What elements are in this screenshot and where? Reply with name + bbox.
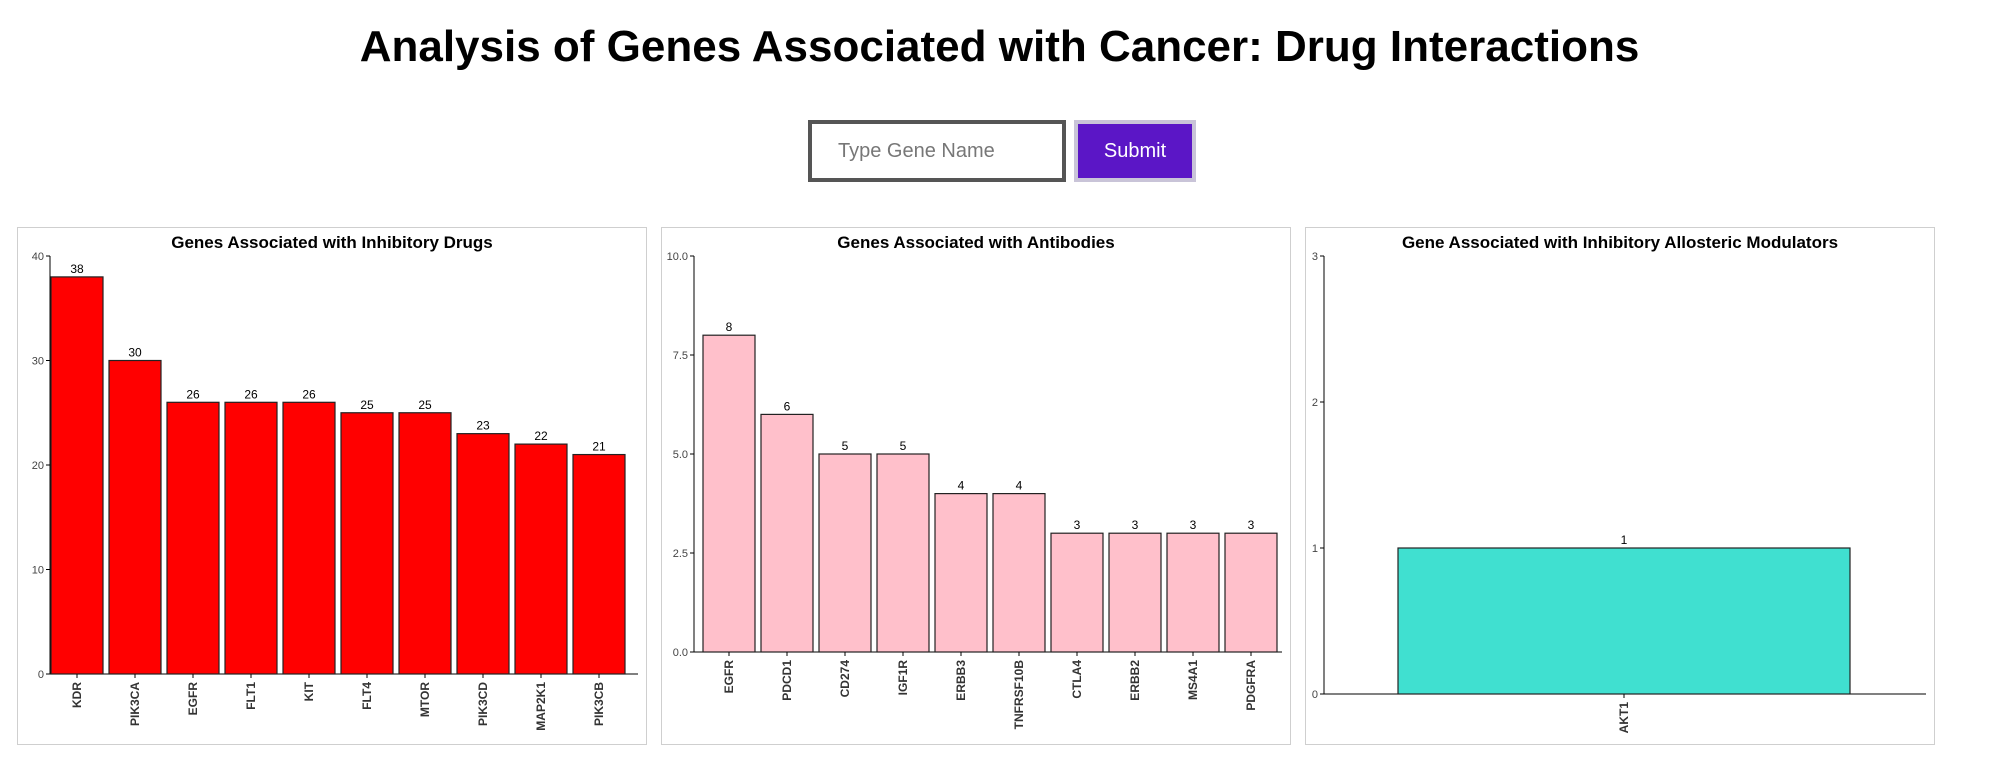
chart-title: Gene Associated with Inhibitory Alloster… [1402,233,1838,252]
data-label-cd274: 5 [842,439,849,453]
x-tick-label-flt4: FLT4 [360,682,374,710]
x-tick-label-cd274: CD274 [838,660,852,698]
chart-antibodies: Genes Associated with Antibodies 0.0 2.5 5.… [661,227,1291,745]
y-tick-label: 2 [1312,397,1318,409]
data-label-akt1: 1 [1621,533,1628,547]
chart-allosteric-modulators: Gene Associated with Inhibitory Alloster… [1305,227,1935,745]
submit-button[interactable]: Submit [1074,120,1196,182]
x-tick-label-erbb3: ERBB3 [954,660,968,701]
x-tick-label-pdgfra: PDGFRA [1244,660,1258,711]
x-tick-label-igf1r: IGF1R [896,660,910,696]
chart-title: Genes Associated with Antibodies [837,233,1114,252]
bar-igf1r [876,453,930,653]
y-tick-label: 2.5 [673,548,688,560]
chart-inhibitory-drugs-svg: Genes Associated with Inhibitory Drugs 0 1… [32,233,638,731]
chart-inhibitory-drugs: Genes Associated with Inhibitory Drugs 0 1… [17,227,647,745]
x-tick-label-pik3cd: PIK3CD [476,682,490,726]
x-tick-label-mtor: MTOR [418,682,432,717]
x-tick-label-pdcd1: PDCD1 [780,660,794,701]
bar-erbb3 [934,493,988,653]
x-tick-label-ctla4: CTLA4 [1070,660,1084,699]
y-tick-label: 10.0 [667,251,688,263]
y-tick-label: 5.0 [673,449,688,461]
data-label-kdr: 38 [70,262,84,276]
bar-ctla4 [1050,532,1104,653]
x-tick-label-egfr: EGFR [186,682,200,716]
data-label-erbb2: 3 [1132,518,1139,532]
bar-flt1 [224,401,278,675]
y-tick-label: 20 [32,460,44,472]
data-label-pik3cd: 23 [476,419,490,433]
data-label-map2k1: 22 [534,429,548,443]
x-tick-label-pik3ca: PIK3CA [128,682,142,726]
data-label-pik3ca: 30 [128,346,142,360]
data-label-ms4a1: 3 [1190,518,1197,532]
bar-egfr [702,334,756,653]
y-tick-label: 30 [32,356,44,368]
bar-kdr [50,276,104,675]
data-label-erbb3: 4 [958,479,965,493]
data-label-flt1: 26 [244,387,258,401]
y-tick-label: 0 [38,669,44,681]
data-label-ctla4: 3 [1074,518,1081,532]
chart-title: Genes Associated with Inhibitory Drugs [171,233,492,252]
y-tick-label: 10 [32,565,44,577]
data-label-pdgfra: 3 [1248,518,1255,532]
y-tick-label: 0 [1312,689,1318,701]
x-tick-label-pik3cb: PIK3CB [592,682,606,726]
data-label-mtor: 25 [418,398,432,412]
chart-allosteric-modulators-svg: Gene Associated with Inhibitory Alloster… [1312,233,1926,734]
y-tick-label: 0.0 [673,647,688,659]
bar-pik3ca [108,359,162,675]
data-label-flt4: 25 [360,398,374,412]
bar-pdgfra [1224,532,1278,653]
y-tick-label: 3 [1312,251,1318,263]
x-tick-label-egfr: EGFR [722,660,736,694]
y-tick-label: 1 [1312,543,1318,555]
bar-egfr [166,401,220,675]
bar-map2k1 [514,443,568,675]
x-tick-label-erbb2: ERBB2 [1128,660,1142,701]
x-tick-label-akt1: AKT1 [1617,702,1631,734]
bar-pik3cb [572,453,626,675]
bar-pdcd1 [760,413,814,653]
gene-name-input[interactable] [808,120,1066,182]
x-tick-label-flt1: FLT1 [244,682,258,710]
search-form: Submit [808,120,1196,182]
bar-flt4 [340,412,394,675]
data-label-tnfrsf10b: 4 [1016,479,1023,493]
chart-antibodies-svg: Genes Associated with Antibodies 0.0 2.5 5.… [667,233,1282,730]
y-tick-label: 40 [32,251,44,263]
x-tick-label-map2k1: MAP2K1 [534,682,548,731]
data-label-kit: 26 [302,387,316,401]
bar-mtor [398,412,452,675]
bar-ms4a1 [1166,532,1220,653]
data-label-egfr: 26 [186,387,200,401]
bar-pik3cd [456,433,510,675]
bar-erbb2 [1108,532,1162,653]
page-title: Analysis of Genes Associated with Cancer… [359,22,1640,71]
x-tick-label-kdr: KDR [70,682,84,708]
data-label-pik3cb: 21 [592,440,606,454]
y-tick-label: 7.5 [673,350,688,362]
data-label-pdcd1: 6 [784,399,791,413]
bar-tnfrsf10b [992,493,1046,653]
bar-cd274 [818,453,872,653]
x-tick-label-tnfrsf10b: TNFRSF10B [1012,660,1026,730]
data-label-egfr: 8 [726,320,733,334]
bar-akt1 [1397,547,1851,695]
bar-kit [282,401,336,675]
data-label-igf1r: 5 [900,439,907,453]
x-tick-label-kit: KIT [302,681,316,701]
x-tick-label-ms4a1: MS4A1 [1186,660,1200,700]
